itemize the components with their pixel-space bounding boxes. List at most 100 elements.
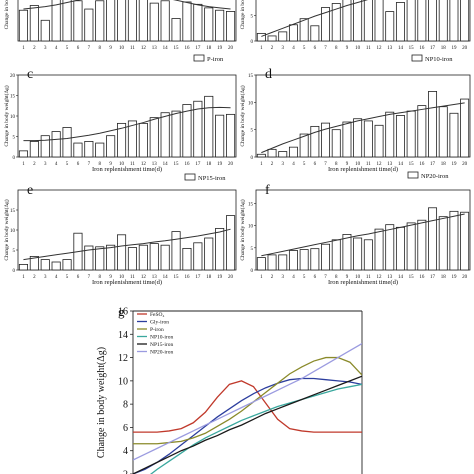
x-tick-label: 13 (387, 275, 393, 280)
bar (342, 234, 352, 271)
bar (117, 0, 127, 42)
x-tick-label: 11 (130, 275, 135, 280)
x-tick-label: 12 (377, 162, 383, 167)
x-tick-label: 17 (195, 275, 201, 280)
x-tick-label: 6 (314, 162, 317, 167)
bar (73, 0, 83, 42)
bar (288, 250, 298, 271)
bar (363, 120, 373, 158)
bar (406, 110, 416, 158)
bar (138, 244, 148, 271)
y-tick-label: 2 (123, 470, 128, 474)
x-tick-label: 13 (152, 162, 158, 167)
bar (331, 239, 341, 271)
bar (267, 35, 277, 42)
x-tick-label: 12 (377, 275, 383, 280)
y-tick-label: 15 (10, 95, 16, 100)
panel-letter: e (27, 183, 33, 198)
bar (321, 7, 331, 42)
x-tick-label: 6 (77, 46, 80, 51)
x-tick-label: 12 (141, 275, 147, 280)
x-tick-label: 5 (66, 162, 69, 167)
bar (160, 112, 170, 158)
x-tick-label: 1 (260, 162, 263, 167)
x-tick-label: 4 (55, 46, 58, 51)
fit-curve (23, 106, 231, 142)
x-tick-label: 2 (271, 162, 274, 167)
bar (18, 263, 28, 271)
x-tick-label: 13 (387, 46, 393, 51)
bar (331, 3, 341, 42)
x-tick-label: 13 (387, 162, 393, 167)
bar (278, 254, 288, 271)
panel-letter: d (265, 67, 272, 82)
x-tick-label: 9 (346, 275, 349, 280)
x-tick-label: 5 (303, 46, 306, 51)
x-tick-label: 3 (282, 46, 285, 51)
bar (299, 18, 309, 42)
y-tick-label: 8 (123, 400, 128, 411)
x-tick-label: 20 (228, 275, 234, 280)
bar (299, 133, 309, 158)
x-tick-label: 1 (260, 275, 263, 280)
x-tick-label: 9 (346, 162, 349, 167)
bar (62, 259, 72, 271)
fit-curve (23, 228, 231, 261)
x-tick-label: 8 (99, 46, 102, 51)
y-tick-label: 0 (13, 269, 16, 274)
x-tick-label: 11 (366, 275, 371, 280)
bar (138, 122, 148, 158)
bar (321, 122, 331, 158)
x-tick-label: 12 (377, 46, 383, 51)
x-tick-label: 9 (109, 275, 112, 280)
bar (460, 211, 470, 271)
y-tick-label: 6 (123, 423, 128, 434)
bar (149, 2, 159, 42)
legend-label: NP15-iron (150, 342, 173, 348)
x-tick-label: 4 (292, 275, 295, 280)
y-tick-label: 10 (248, 101, 254, 106)
legend-label: NP20-iron (421, 173, 449, 180)
plot-frame (17, 74, 237, 158)
bar (117, 234, 127, 271)
x-tick-label: 10 (119, 162, 125, 167)
bar (40, 259, 50, 271)
plot-frame (255, 0, 471, 42)
x-tick-label: 5 (303, 275, 306, 280)
legend-label: FeSO₄ (150, 312, 165, 318)
x-tick-label: 3 (44, 162, 47, 167)
bar (428, 91, 438, 158)
y-tick-label: 5 (251, 129, 254, 134)
y-tick-label: 10 (10, 229, 16, 234)
x-tick-label: 4 (55, 162, 58, 167)
bar (417, 0, 427, 42)
series-line (133, 377, 362, 474)
x-tick-label: 19 (217, 162, 223, 167)
bar (310, 25, 320, 42)
x-tick-label: 11 (366, 162, 371, 167)
plot-frame (255, 74, 471, 158)
bar (138, 0, 148, 42)
x-tick-label: 14 (163, 275, 169, 280)
x-tick-label: 6 (314, 46, 317, 51)
x-tick-label: 10 (119, 275, 125, 280)
bar (149, 117, 159, 158)
y-tick-label: 0 (251, 269, 254, 274)
x-tick-label: 14 (398, 46, 404, 51)
legend-label: NP10-iron (150, 335, 173, 341)
x-tick-label: 19 (217, 275, 223, 280)
x-tick-label: 2 (271, 275, 274, 280)
plot-frame (17, 189, 237, 271)
bar (106, 135, 116, 158)
bar (127, 0, 137, 42)
bar (29, 5, 39, 42)
x-tick-label: 9 (346, 46, 349, 51)
bar (215, 227, 225, 271)
fit-curve (261, 0, 369, 37)
x-tick-label: 1 (22, 275, 25, 280)
bar (95, 246, 105, 271)
legend-swatch (193, 54, 205, 62)
bar (417, 105, 427, 158)
y-tick-label: 16 (118, 307, 128, 318)
